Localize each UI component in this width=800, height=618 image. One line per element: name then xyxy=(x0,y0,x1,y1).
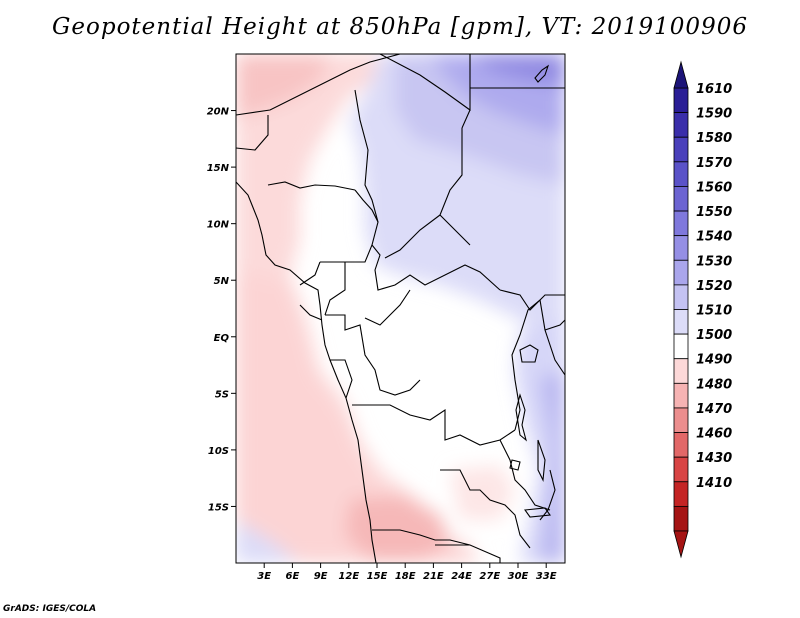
lon-tick-label: 21E xyxy=(423,571,444,582)
lat-tick-label: 20N xyxy=(207,107,230,118)
boundaries xyxy=(236,54,565,563)
map-title: Geopotential Height at 850hPa [gpm], VT:… xyxy=(52,14,748,40)
lat-tick-label: 15S xyxy=(208,502,229,513)
grads-credit: GrADS: IGES/COLA xyxy=(3,604,97,614)
lat-tick-label: EQ xyxy=(214,333,230,344)
colorbar-level-label: 1410 xyxy=(696,476,732,491)
colorbar-segment xyxy=(673,186,689,212)
colorbar-segment xyxy=(673,407,689,433)
lon-tick-label: 9E xyxy=(314,571,328,582)
colorbar-segment xyxy=(673,161,689,187)
colorbar-segment xyxy=(673,505,689,532)
lat-tick-label: 5S xyxy=(215,389,229,400)
latitude-axis: 20N 15N 10N 5N EQ 5S 10S 15S xyxy=(207,107,236,513)
longitude-axis: 3E 6E 9E 12E 15E 18E 21E 24E 27E 30E 33E xyxy=(257,563,557,582)
height-field xyxy=(236,54,565,563)
map-frame xyxy=(235,53,566,564)
colorbar-level-label: 1470 xyxy=(696,402,732,417)
lon-tick-label: 15E xyxy=(367,571,388,582)
colorbar-level-label: 1460 xyxy=(696,427,732,442)
colorbar-level-label: 1540 xyxy=(696,230,732,245)
colorbar-level-label: 1580 xyxy=(696,131,732,146)
colorbar-level-label: 1510 xyxy=(696,304,732,319)
colorbar-level-label: 1520 xyxy=(696,279,732,294)
colorbar-segment xyxy=(673,259,689,286)
colorbar-segment xyxy=(673,112,689,138)
colorbar-segment xyxy=(673,481,689,507)
colorbar-level-label: 1590 xyxy=(696,107,732,122)
colorbar-max-arrow xyxy=(673,60,689,89)
lon-tick-label: 30E xyxy=(508,571,529,582)
colorbar-segment xyxy=(673,382,689,409)
colorbar-level-label: 1550 xyxy=(696,205,732,220)
colorbar-segment xyxy=(673,136,689,163)
colorbar: 1610 1590 1580 1570 1560 1550 1540 1530 1520 1510… xyxy=(673,60,732,559)
lat-tick-label: 15N xyxy=(207,163,230,174)
colorbar-level-label: 1500 xyxy=(696,328,732,343)
colorbar-level-label: 1570 xyxy=(696,156,732,171)
colorbar-min-arrow xyxy=(673,530,689,559)
colorbar-segment xyxy=(673,284,689,310)
colorbar-segment xyxy=(673,358,689,384)
colorbar-level-label: 1490 xyxy=(696,353,732,368)
lat-tick-label: 10N xyxy=(207,220,230,231)
lon-tick-label: 18E xyxy=(395,571,416,582)
colorbar-segment xyxy=(673,333,689,360)
colorbar-level-label: 1530 xyxy=(696,254,732,269)
lon-tick-label: 33E xyxy=(536,571,557,582)
colorbar-segment xyxy=(673,210,689,237)
colorbar-level-label: 1560 xyxy=(696,180,732,195)
lon-tick-label: 24E xyxy=(451,571,472,582)
colorbar-level-label: 1480 xyxy=(696,377,732,392)
lon-tick-label: 3E xyxy=(257,571,271,582)
lon-tick-label: 12E xyxy=(338,571,359,582)
colorbar-segment xyxy=(673,309,689,335)
lon-tick-label: 27E xyxy=(479,571,500,582)
colorbar-level-label: 1610 xyxy=(696,82,732,97)
lon-tick-label: 6E xyxy=(286,571,300,582)
lat-tick-label: 5N xyxy=(214,276,230,287)
colorbar-segment xyxy=(673,432,689,458)
lat-tick-label: 10S xyxy=(208,446,229,457)
colorbar-segment xyxy=(673,235,689,261)
colorbar-level-label: 1430 xyxy=(696,451,732,466)
colorbar-segment xyxy=(673,87,689,114)
colorbar-segment xyxy=(673,456,689,483)
